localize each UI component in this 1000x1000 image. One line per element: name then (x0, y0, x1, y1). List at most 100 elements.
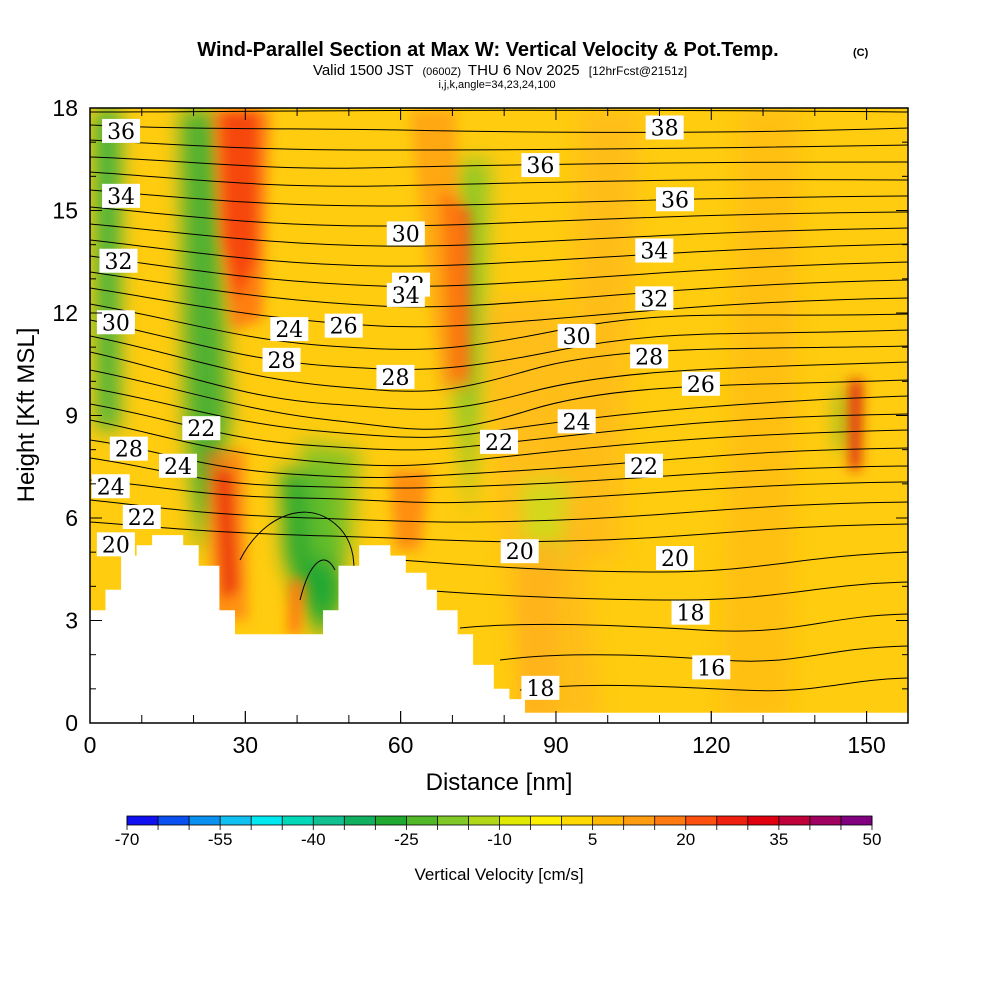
theta-contour (90, 223, 908, 247)
colorbar-swatch (809, 816, 842, 825)
x-tick-label: 90 (543, 732, 569, 758)
colorbar-swatch (685, 816, 718, 825)
theta-contour (90, 479, 908, 504)
theta-contour-label-box (521, 675, 560, 700)
theta-contour-label-box (656, 546, 695, 570)
y-tick-label: 6 (65, 505, 78, 531)
colorbar-swatch (716, 816, 749, 825)
theta-contour-label: 18 (671, 600, 710, 627)
colorbar-swatch (654, 816, 687, 825)
y-tick-label: 3 (65, 608, 78, 634)
theta-contour-label-box (99, 248, 138, 273)
theta-contour-label: 22 (122, 505, 161, 531)
theta-contour (90, 109, 908, 113)
theta-contour-label: 16 (692, 655, 731, 681)
subtitle-fcst: [12hrFcst@2151z] (589, 64, 687, 78)
theta-contour-label-text: 24 (164, 455, 192, 480)
theta-contour (90, 521, 908, 543)
colorbar-label: Vertical Velocity [cm/s] (414, 865, 583, 884)
y-tick-label: 18 (52, 95, 78, 121)
colorbar-swatch (282, 816, 314, 825)
field-shading-sharp (205, 110, 862, 720)
theta-contour-label: 34 (386, 282, 425, 309)
colorbar-tick-label: -40 (301, 830, 326, 849)
theta-contour-label: 22 (624, 453, 663, 480)
theta-contour (419, 581, 908, 601)
theta-contour (90, 499, 908, 523)
colorbar-swatch (251, 816, 283, 825)
theta-contour (299, 559, 336, 601)
field-shading (95, 110, 846, 720)
theta-contour-label-box (96, 310, 135, 335)
theta-contour (399, 551, 908, 573)
theta-contour-label-text: 36 (526, 154, 554, 179)
theta-contour-label: 36 (102, 118, 141, 145)
theta-contour (90, 419, 908, 467)
theta-contour-label-box (102, 118, 141, 143)
theta-contour-label-box (91, 474, 130, 499)
x-tick-label: 150 (847, 732, 885, 758)
theta-contour (90, 189, 908, 207)
theta-contour-label-text: 38 (651, 117, 679, 142)
theta-contour-label: 20 (96, 532, 135, 558)
theta-contour (90, 124, 908, 133)
theta-contour-label-box (386, 221, 425, 246)
colorbar-swatch (406, 816, 438, 825)
theta-contour-label-text: 28 (115, 438, 143, 463)
theta-contour-label-box (262, 347, 301, 372)
subtitle-zulu: (0600Z) (422, 66, 461, 78)
colorbar-swatch (220, 816, 252, 825)
colorbar-swatch (437, 816, 469, 825)
x-tick-labels: 0 30 60 90 120 150 (84, 732, 886, 758)
theta-contour-label: 30 (557, 323, 596, 350)
theta-contour-label-text: 36 (107, 120, 135, 145)
theta-contour-label: 26 (324, 313, 363, 340)
theta-contour-label-text: 36 (661, 188, 689, 213)
theta-contour-label-box (376, 364, 415, 389)
colorbar-tick-label: -55 (208, 830, 233, 849)
y-tick-label: 12 (52, 300, 78, 326)
colorbar-swatch (623, 816, 656, 825)
theta-contour-label-box (270, 317, 309, 342)
x-tick-label: 0 (84, 732, 97, 758)
theta-contour-label: 28 (262, 347, 301, 374)
theta-contour-label: 36 (521, 153, 560, 179)
theta-contour-label-text: 26 (687, 373, 715, 398)
colorbar-swatch (747, 816, 780, 825)
theta-contour (90, 287, 908, 328)
theta-contour-label: 32 (99, 248, 138, 275)
theta-contour-label-text: 22 (485, 431, 513, 456)
colorbar-swatch (344, 816, 376, 825)
colorbar-swatch (840, 816, 873, 825)
theta-contour-label-box (656, 187, 695, 212)
colorbar-swatch (499, 816, 532, 825)
colorbar-swatch (158, 816, 190, 825)
updraft-east-spike (850, 380, 862, 470)
y-tick-label: 9 (65, 403, 78, 429)
theta-contour-label-text: 24 (275, 318, 303, 343)
theta-contour-label-box (386, 282, 425, 307)
theta-contour-label: 34 (635, 238, 674, 265)
colorbar-swatch (561, 816, 594, 825)
theta-contour-label: 38 (645, 115, 684, 142)
theta-contour-label-box (96, 532, 135, 557)
theta-contour-label: 28 (376, 364, 415, 391)
theta-contour-label-text: 24 (563, 410, 591, 435)
colorbar-tick-label: 50 (863, 830, 882, 849)
colorbar-tick-label: 20 (676, 830, 695, 849)
theta-contour-label: 34 (102, 183, 141, 210)
colorbar-swatch (530, 816, 563, 825)
y-axis-label: Height [Kft MSL] (13, 328, 40, 503)
theta-contour-label: 28 (630, 344, 669, 370)
theta-contour-label-text: 20 (661, 547, 689, 572)
colorbar (126, 815, 873, 830)
chart-title: Wind-Parallel Section at Max W: Vertical… (197, 39, 778, 61)
theta-contour (90, 351, 908, 410)
theta-contour (90, 171, 908, 187)
axis-ticks (89, 107, 908, 724)
theta-contour-label-text: 32 (640, 287, 668, 312)
theta-contour-label: 26 (681, 371, 720, 398)
x-tick-label: 60 (388, 732, 414, 758)
updraft-mid-column (288, 580, 305, 635)
theta-contour-label-text: 22 (128, 506, 156, 531)
